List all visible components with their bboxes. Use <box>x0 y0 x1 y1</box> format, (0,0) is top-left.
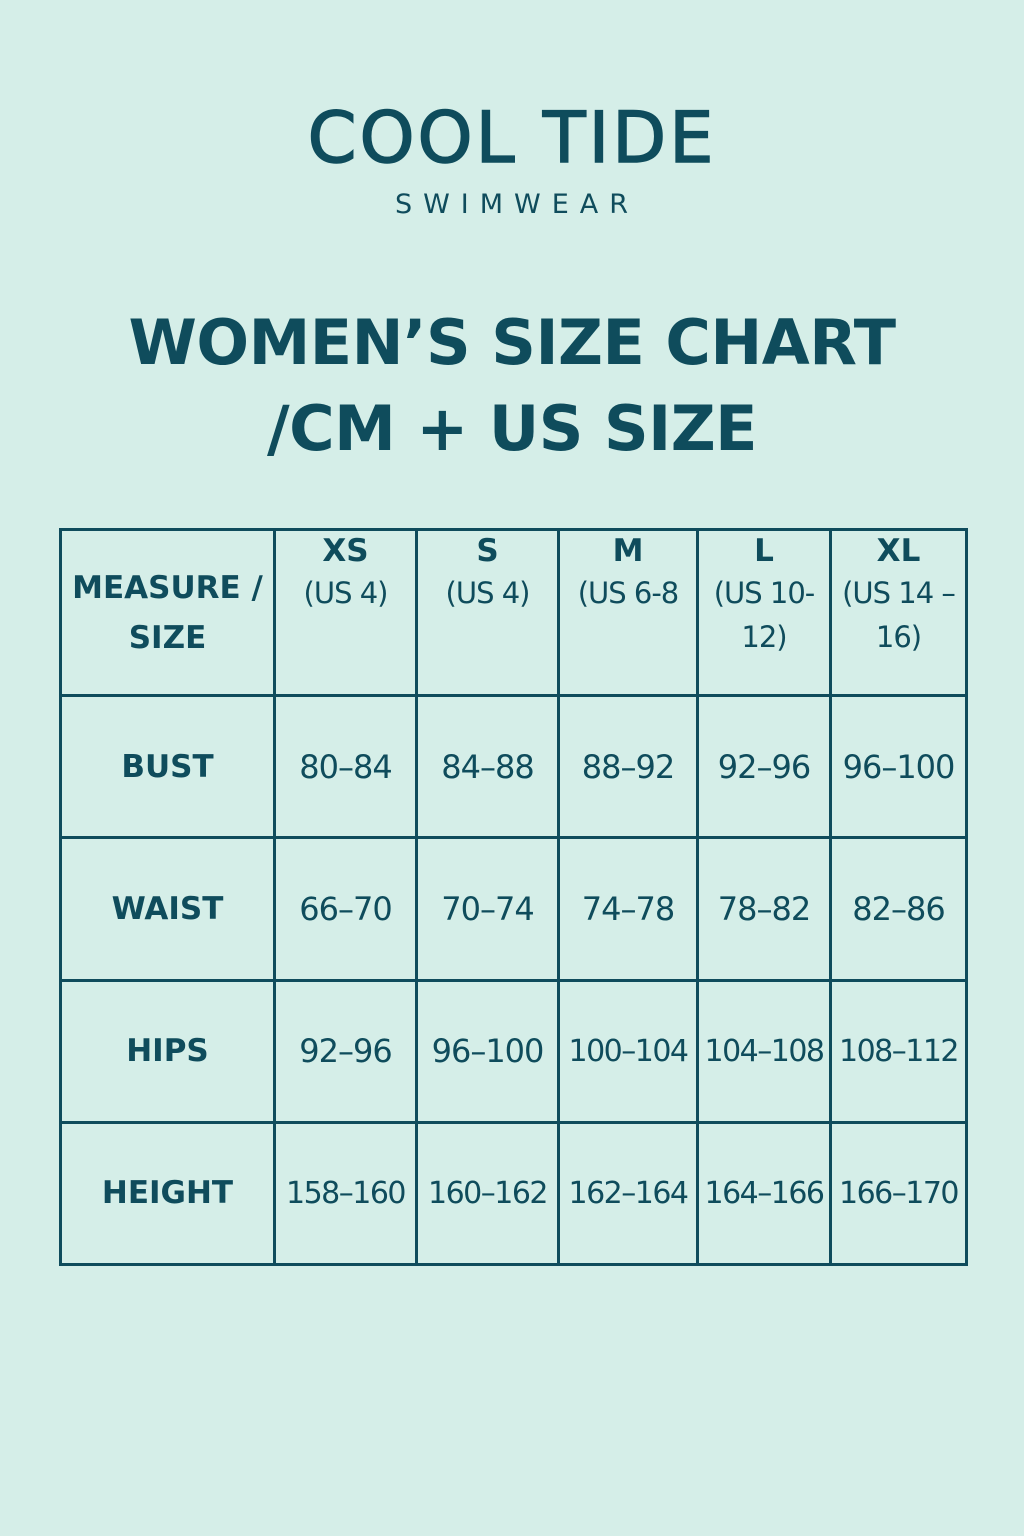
table-cell: 92–96 <box>696 694 832 840</box>
us-size: (US 6-8 <box>577 576 680 610</box>
table-cell: 84–88 <box>415 694 560 840</box>
brand-tagline: SWIMWEAR <box>394 189 640 220</box>
table-row-waist: WAIST 66–70 70–74 74–78 78–82 82–86 <box>59 836 968 982</box>
brand-header: COOL TIDE SWIMWEAR <box>0 96 1024 222</box>
size-header-s: S (US 4) <box>415 527 560 698</box>
table-row-bust: BUST 80–84 84–88 88–92 92–96 96–100 <box>59 694 968 840</box>
size-label: XL <box>876 533 921 569</box>
row-label-height: HEIGHT <box>59 1120 276 1267</box>
table-header-row: MEASURE / SIZE XS (US 4) S (US 4) M (US … <box>59 527 968 698</box>
table-cell: 96–100 <box>415 978 560 1124</box>
table-cell: 108–112 <box>829 978 968 1124</box>
size-header-xl: XL (US 14 –16) <box>829 527 968 698</box>
table-cell: 104–108 <box>696 978 832 1124</box>
row-label-hips: HIPS <box>59 978 276 1124</box>
table-cell: 100–104 <box>557 978 699 1124</box>
size-header-xs: XS (US 4) <box>273 527 418 698</box>
table-cell: 82–86 <box>829 836 968 982</box>
size-label: M <box>612 533 644 569</box>
table-cell: 96–100 <box>829 694 968 840</box>
table-cell: 92–96 <box>273 978 418 1124</box>
table-row-hips: HIPS 92–96 96–100 100–104 104–108 108–11… <box>59 978 968 1124</box>
row-label-waist: WAIST <box>59 836 276 982</box>
table-cell: 74–78 <box>557 836 699 982</box>
title-line-2: /CM + US SIZE <box>266 392 758 465</box>
size-header-m: M (US 6-8 <box>557 527 699 698</box>
size-label: XS <box>322 533 369 569</box>
title-line-1: WOMEN’S SIZE CHART <box>128 306 896 379</box>
row-label-bust: BUST <box>59 694 276 840</box>
table-cell: 66–70 <box>273 836 418 982</box>
table-cell: 160–162 <box>415 1120 560 1267</box>
table-cell: 162–164 <box>557 1120 699 1267</box>
page-title: WOMEN’S SIZE CHART /CM + US SIZE <box>0 300 1024 472</box>
us-size: (US 4) <box>445 576 531 610</box>
us-size: (US 10-12) <box>713 576 816 654</box>
size-header-l: L (US 10-12) <box>696 527 832 698</box>
us-size: (US 14 –16) <box>842 576 956 654</box>
corner-header: MEASURE / SIZE <box>59 527 276 698</box>
brand-name: COOL TIDE <box>307 96 717 180</box>
table-cell: 80–84 <box>273 694 418 840</box>
table-cell: 78–82 <box>696 836 832 982</box>
us-size: (US 4) <box>303 576 389 610</box>
table-cell: 166–170 <box>829 1120 968 1267</box>
table-cell: 88–92 <box>557 694 699 840</box>
size-chart-table: MEASURE / SIZE XS (US 4) S (US 4) M (US … <box>59 527 968 1267</box>
table-cell: 158–160 <box>273 1120 418 1267</box>
size-label: L <box>754 533 774 569</box>
size-label: S <box>476 533 499 569</box>
table-cell: 164–166 <box>696 1120 832 1267</box>
table-cell: 70–74 <box>415 836 560 982</box>
table-row-height: HEIGHT 158–160 160–162 162–164 164–166 1… <box>59 1120 968 1267</box>
